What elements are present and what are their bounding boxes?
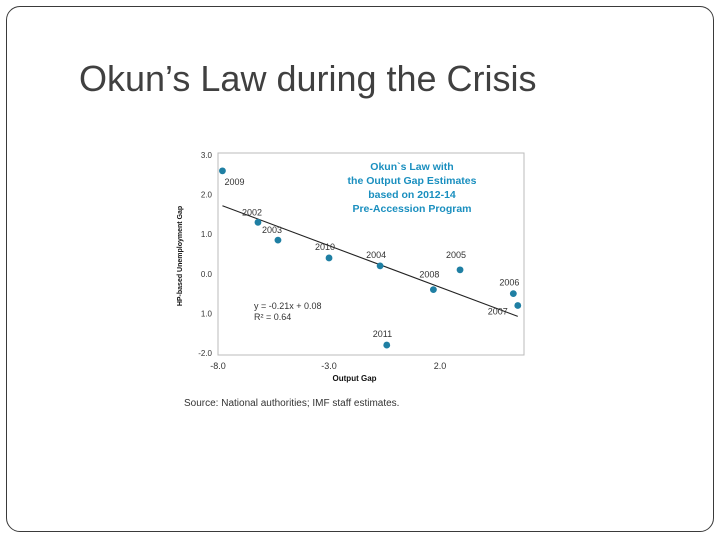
r-squared-label: R² = 0.64 xyxy=(254,312,291,322)
y-axis-label: HP-based Unemployment Gap xyxy=(177,206,184,306)
data-label: 2011 xyxy=(373,329,392,339)
data-label: 2005 xyxy=(446,250,466,260)
plot-area xyxy=(217,152,525,356)
y-tick-label: 3.0 xyxy=(201,151,213,160)
data-point xyxy=(429,286,437,294)
y-tick-label: -2.0 xyxy=(198,349,212,358)
data-label: 2007 xyxy=(488,306,508,316)
y-tick-label: 1.0 xyxy=(201,309,213,318)
data-label: 2008 xyxy=(419,270,439,280)
data-label: 2002 xyxy=(242,207,262,217)
data-label: 2010 xyxy=(315,242,335,252)
x-tick-label: 2.0 xyxy=(434,361,447,371)
x-tick-label: -8.0 xyxy=(210,361,226,371)
y-tick-label: 2.0 xyxy=(201,191,213,200)
data-point xyxy=(383,341,391,349)
y-tick-label: 0.0 xyxy=(201,270,213,279)
data-point xyxy=(325,254,333,262)
data-point xyxy=(254,218,262,226)
chart-title-line: based on 2012-14 xyxy=(368,189,456,201)
data-label: 2006 xyxy=(499,278,519,288)
data-point xyxy=(509,290,517,297)
chart-title-line: Pre-Accession Program xyxy=(352,203,471,215)
data-point xyxy=(219,167,226,175)
equation-label: y = -0.21x + 0.08 xyxy=(254,301,322,311)
data-point xyxy=(376,262,384,270)
data-label: 2004 xyxy=(366,250,386,260)
data-point xyxy=(514,302,522,309)
chart-title-line: the Output Gap Estimates xyxy=(348,175,477,187)
source-note: Source: National authorities; IMF staff … xyxy=(184,398,399,409)
data-label: 2003 xyxy=(262,225,282,235)
y-tick-label: 1.0 xyxy=(201,230,213,239)
slide-title: Okun’s Law during the Crisis xyxy=(79,58,537,99)
x-tick-label: -3.0 xyxy=(321,361,337,371)
slide-frame xyxy=(6,6,714,532)
data-label: 2009 xyxy=(224,177,244,187)
x-axis-label: Output Gap xyxy=(333,374,377,383)
chart-title-line: Okun`s Law with xyxy=(370,161,453,173)
trendline xyxy=(222,205,518,317)
data-point xyxy=(274,236,282,244)
data-point xyxy=(456,266,464,274)
